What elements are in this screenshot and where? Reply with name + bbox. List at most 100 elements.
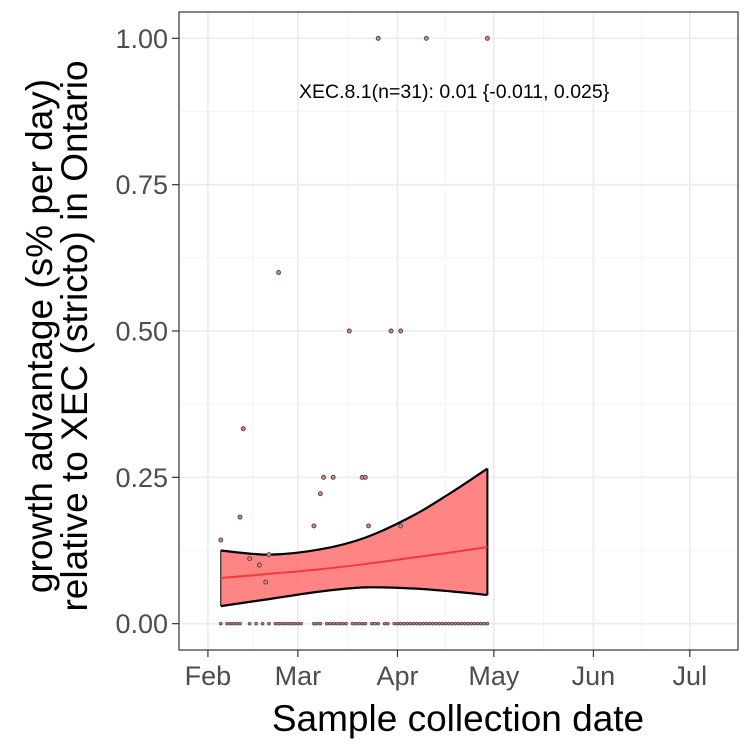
y-tick-label: 0.25 <box>115 463 168 493</box>
data-point-zero <box>447 621 451 626</box>
y-tick-label: 0.00 <box>115 609 168 639</box>
data-point-zero <box>421 621 425 626</box>
data-point-zero <box>411 621 416 626</box>
data-point-zero <box>267 621 271 626</box>
data-point-zero <box>373 621 377 626</box>
data-point-zero <box>440 621 445 626</box>
y-axis-title-line-2: relative to XEC (stricto) in Ontario <box>54 60 95 611</box>
data-points-group <box>218 35 490 626</box>
x-tick-label: Jun <box>572 661 616 691</box>
data-point-zero <box>427 621 432 626</box>
data-point-zero <box>459 621 464 626</box>
data-point-zero <box>231 621 236 626</box>
data-point-zero <box>450 621 454 626</box>
data-point-zero <box>280 621 284 626</box>
data-point-zero <box>289 621 294 626</box>
data-point <box>362 474 368 480</box>
data-point-zero <box>315 621 319 626</box>
data-point-zero <box>382 621 387 626</box>
data-point <box>398 328 404 334</box>
data-point <box>366 523 371 529</box>
data-point-zero <box>398 621 403 626</box>
data-point-zero <box>360 621 364 626</box>
data-point-zero <box>283 621 287 626</box>
data-point-zero <box>437 621 442 626</box>
y-tick-label: 0.50 <box>115 317 168 347</box>
data-point <box>388 328 394 334</box>
y-axis-title-group-2: relative to XEC (stricto) in Ontario <box>54 60 95 611</box>
data-point-zero <box>386 621 390 626</box>
grid-lines <box>179 12 738 650</box>
data-point-zero <box>328 621 332 626</box>
data-point-zero <box>353 621 358 626</box>
data-point-zero <box>414 621 419 626</box>
data-point-zero <box>395 621 400 626</box>
data-point-zero <box>337 621 342 626</box>
data-point <box>276 270 282 275</box>
data-point-zero <box>228 621 233 626</box>
data-point-zero <box>402 621 406 626</box>
data-point-zero <box>469 621 474 626</box>
data-point-zero <box>405 621 409 626</box>
data-point <box>321 474 327 480</box>
data-point-zero <box>286 621 291 626</box>
data-point <box>218 537 224 543</box>
data-point <box>311 523 317 529</box>
data-point-zero <box>292 621 297 626</box>
data-point-zero <box>357 621 361 626</box>
data-point-zero <box>225 621 229 626</box>
y-axis-title-line-1: growth advantage (s% per day) <box>19 79 60 593</box>
data-point-zero <box>408 621 413 626</box>
x-tick-label: Mar <box>275 661 322 691</box>
data-point <box>317 491 323 497</box>
data-point <box>266 552 272 558</box>
data-point-zero <box>331 621 336 626</box>
data-point-zero <box>350 621 355 626</box>
data-point <box>484 35 490 41</box>
data-point <box>375 35 381 41</box>
data-point-zero <box>312 621 316 626</box>
data-point-zero <box>443 621 448 626</box>
data-point <box>256 562 262 568</box>
data-point-zero <box>485 621 490 626</box>
axis-ticks-group: 0.00 0.25 0.50 0.75 1.00 Feb Mar Apr May Jun Jul <box>115 24 707 691</box>
data-point <box>240 426 246 432</box>
data-point-zero <box>369 621 374 626</box>
x-tick-label: May <box>468 661 520 691</box>
data-point-zero <box>334 621 339 626</box>
data-point <box>247 556 253 562</box>
data-point-zero <box>260 621 265 626</box>
data-point <box>398 523 404 529</box>
data-point-zero <box>296 621 300 626</box>
data-point-zero <box>456 621 461 626</box>
lower-bound-line <box>220 586 488 608</box>
data-point-zero <box>392 621 397 626</box>
confidence-ribbon-group <box>220 467 489 608</box>
data-point-zero <box>453 621 458 626</box>
data-point-zero <box>247 621 252 626</box>
data-point-zero <box>344 621 348 626</box>
x-tick-label: Feb <box>185 661 232 691</box>
data-point-zero <box>341 621 345 626</box>
data-point-zero <box>235 621 239 626</box>
data-point-zero <box>418 621 422 626</box>
data-point-zero <box>376 621 380 626</box>
data-point-zero <box>472 621 477 626</box>
data-point <box>263 579 269 585</box>
fit-line <box>220 546 488 579</box>
x-tick-label: Jul <box>673 661 708 691</box>
data-point <box>237 514 243 520</box>
y-axis-title-group: growth advantage (s% per day) <box>19 79 60 593</box>
data-point-zero <box>218 621 223 626</box>
data-point-zero <box>479 621 483 626</box>
data-point-zero <box>463 621 467 626</box>
x-axis-title: Sample collection date <box>272 698 644 739</box>
y-tick-label: 0.75 <box>115 170 168 200</box>
data-point <box>330 474 336 480</box>
data-point-zero <box>273 621 278 626</box>
data-point-zero <box>466 621 470 626</box>
data-point-zero <box>254 621 258 626</box>
